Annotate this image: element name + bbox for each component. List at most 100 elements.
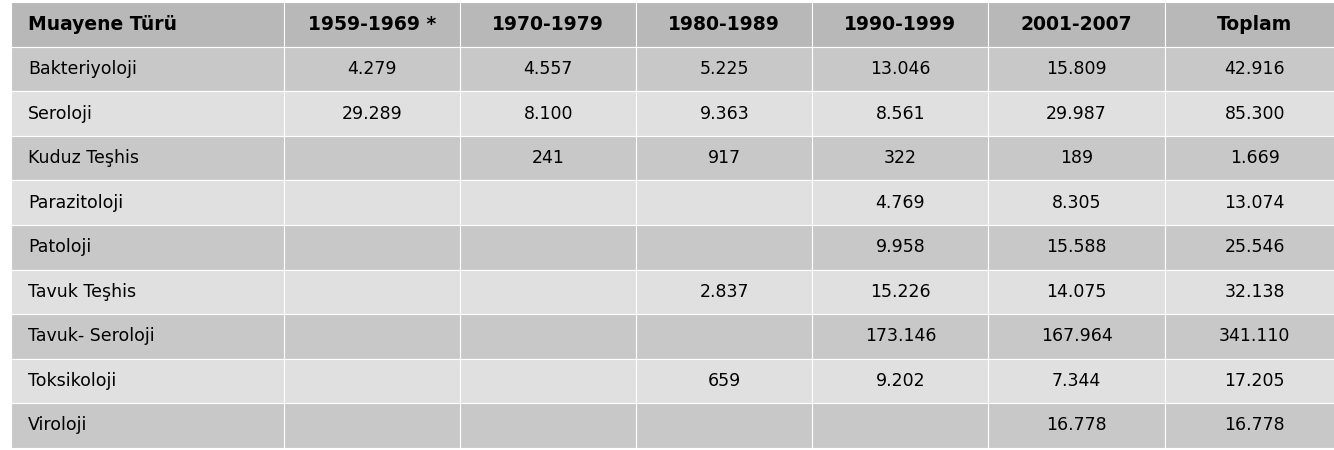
- Bar: [284, 136, 460, 180]
- Bar: [284, 47, 460, 91]
- Bar: [812, 2, 988, 47]
- Text: 15.226: 15.226: [870, 283, 931, 301]
- Bar: [812, 314, 988, 359]
- Bar: [988, 136, 1165, 180]
- Bar: [1165, 225, 1334, 270]
- Bar: [460, 47, 636, 91]
- Text: Tavuk- Seroloji: Tavuk- Seroloji: [28, 328, 155, 346]
- Bar: [988, 91, 1165, 136]
- Bar: [11, 359, 284, 403]
- Text: 32.138: 32.138: [1225, 283, 1285, 301]
- Bar: [1165, 403, 1334, 448]
- Bar: [636, 2, 812, 47]
- Text: 1990-1999: 1990-1999: [844, 15, 956, 34]
- Bar: [460, 180, 636, 225]
- Text: 42.916: 42.916: [1225, 60, 1285, 78]
- Bar: [812, 225, 988, 270]
- Bar: [812, 136, 988, 180]
- Bar: [460, 270, 636, 314]
- Text: 241: 241: [532, 149, 564, 167]
- Bar: [812, 403, 988, 448]
- Bar: [284, 180, 460, 225]
- Bar: [636, 314, 812, 359]
- Text: Parazitoloji: Parazitoloji: [28, 194, 123, 212]
- Bar: [11, 2, 284, 47]
- Text: Bakteriyoloji: Bakteriyoloji: [28, 60, 137, 78]
- Text: 1959-1969 *: 1959-1969 *: [308, 15, 436, 34]
- Text: Patoloji: Patoloji: [28, 238, 91, 256]
- Bar: [1165, 270, 1334, 314]
- Text: 2.837: 2.837: [699, 283, 750, 301]
- Text: 14.075: 14.075: [1046, 283, 1107, 301]
- Text: 17.205: 17.205: [1225, 372, 1285, 390]
- Text: 13.074: 13.074: [1225, 194, 1285, 212]
- Text: 341.110: 341.110: [1219, 328, 1290, 346]
- Text: 29.289: 29.289: [342, 105, 403, 122]
- Bar: [11, 136, 284, 180]
- Bar: [1165, 359, 1334, 403]
- Bar: [11, 314, 284, 359]
- Bar: [11, 270, 284, 314]
- Bar: [1165, 314, 1334, 359]
- Text: 8.100: 8.100: [523, 105, 574, 122]
- Text: 2001-2007: 2001-2007: [1021, 15, 1133, 34]
- Text: 1980-1989: 1980-1989: [668, 15, 780, 34]
- Bar: [460, 403, 636, 448]
- Bar: [11, 403, 284, 448]
- Bar: [636, 91, 812, 136]
- Bar: [636, 136, 812, 180]
- Text: 16.778: 16.778: [1225, 417, 1285, 435]
- Text: 173.146: 173.146: [864, 328, 936, 346]
- Bar: [988, 403, 1165, 448]
- Text: 9.363: 9.363: [699, 105, 750, 122]
- Bar: [988, 47, 1165, 91]
- Bar: [1165, 136, 1334, 180]
- Bar: [812, 359, 988, 403]
- Text: 1970-1979: 1970-1979: [492, 15, 604, 34]
- Bar: [460, 136, 636, 180]
- Bar: [812, 180, 988, 225]
- Text: 16.778: 16.778: [1046, 417, 1107, 435]
- Bar: [812, 91, 988, 136]
- Text: 4.769: 4.769: [875, 194, 926, 212]
- Bar: [460, 2, 636, 47]
- Text: 1.669: 1.669: [1230, 149, 1279, 167]
- Bar: [284, 225, 460, 270]
- Bar: [460, 225, 636, 270]
- Bar: [636, 359, 812, 403]
- Text: 322: 322: [884, 149, 916, 167]
- Text: 8.305: 8.305: [1051, 194, 1102, 212]
- Text: 189: 189: [1061, 149, 1093, 167]
- Text: 25.546: 25.546: [1225, 238, 1285, 256]
- Text: Muayene Türü: Muayene Türü: [28, 15, 177, 34]
- Bar: [636, 225, 812, 270]
- Bar: [988, 314, 1165, 359]
- Bar: [1165, 47, 1334, 91]
- Bar: [636, 47, 812, 91]
- Text: 917: 917: [708, 149, 740, 167]
- Bar: [284, 2, 460, 47]
- Bar: [284, 270, 460, 314]
- Text: 167.964: 167.964: [1041, 328, 1113, 346]
- Bar: [11, 225, 284, 270]
- Bar: [11, 91, 284, 136]
- Bar: [1165, 180, 1334, 225]
- Text: Toplam: Toplam: [1217, 15, 1293, 34]
- Bar: [284, 359, 460, 403]
- Bar: [988, 359, 1165, 403]
- Text: Tavuk Teşhis: Tavuk Teşhis: [28, 283, 136, 301]
- Text: 9.202: 9.202: [875, 372, 926, 390]
- Bar: [460, 359, 636, 403]
- Text: 15.588: 15.588: [1046, 238, 1107, 256]
- Text: Kuduz Teşhis: Kuduz Teşhis: [28, 149, 139, 167]
- Text: 8.561: 8.561: [875, 105, 926, 122]
- Bar: [636, 270, 812, 314]
- Text: 15.809: 15.809: [1046, 60, 1107, 78]
- Bar: [284, 91, 460, 136]
- Text: 13.046: 13.046: [870, 60, 931, 78]
- Bar: [812, 47, 988, 91]
- Text: Seroloji: Seroloji: [28, 105, 93, 122]
- Bar: [460, 91, 636, 136]
- Text: 4.279: 4.279: [347, 60, 398, 78]
- Bar: [988, 2, 1165, 47]
